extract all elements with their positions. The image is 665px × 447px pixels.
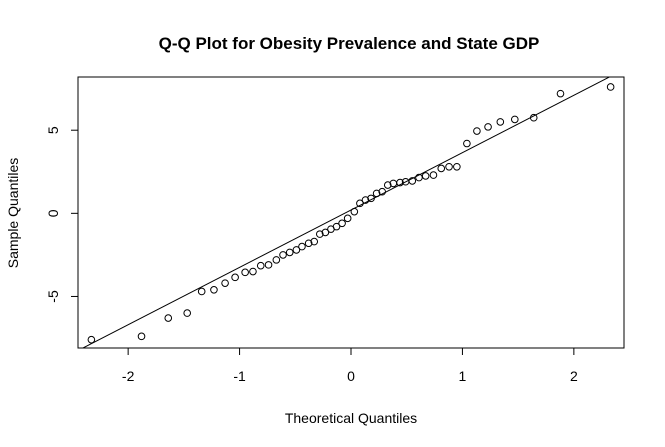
data-point: [298, 242, 306, 251]
x-axis: -2 -1 0 1 2: [122, 348, 578, 384]
y-tick-label: 5: [45, 126, 61, 134]
qq-reference-line: [81, 77, 611, 348]
data-point: [285, 248, 294, 257]
data-point: [316, 230, 324, 238]
x-tick-label: -2: [122, 368, 135, 384]
data-point: [249, 267, 257, 276]
data-point: [164, 314, 173, 322]
data-point: [272, 256, 281, 264]
data-point: [473, 127, 481, 135]
data-point: [511, 115, 519, 124]
data-point: [310, 237, 319, 246]
data-point: [221, 279, 229, 287]
data-point: [421, 172, 430, 180]
y-axis-label: Sample Quantiles: [5, 158, 21, 269]
x-tick-label: -1: [233, 368, 246, 384]
data-point: [241, 268, 249, 277]
chart-title: Q-Q Plot for Obesity Prevalence and Stat…: [159, 34, 540, 53]
x-tick-label: 0: [347, 368, 355, 384]
data-point: [332, 222, 341, 231]
data-point: [183, 309, 191, 317]
data-point: [463, 139, 471, 148]
data-point: [279, 251, 287, 259]
x-axis-label: Theoretical Quantiles: [285, 410, 417, 426]
data-point: [496, 118, 505, 126]
data-point: [210, 286, 218, 294]
points-group: [87, 83, 615, 344]
data-point: [256, 261, 265, 270]
data-point: [264, 261, 273, 269]
data-point: [231, 273, 239, 282]
data-point: [408, 177, 417, 185]
data-point: [556, 89, 565, 98]
data-point: [197, 287, 206, 296]
data-point: [321, 228, 330, 237]
data-point: [338, 219, 346, 228]
data-point: [437, 164, 446, 173]
data-point: [137, 332, 146, 341]
data-point: [383, 181, 392, 189]
y-tick-label: 0: [45, 209, 61, 217]
data-point: [445, 162, 453, 171]
x-tick-label: 1: [459, 368, 467, 384]
y-axis: -5 0 5: [45, 126, 78, 303]
data-point: [292, 246, 301, 254]
data-point: [484, 123, 492, 131]
y-tick-label: -5: [45, 290, 61, 303]
data-point: [361, 196, 370, 204]
data-point: [304, 239, 313, 248]
data-point: [606, 83, 615, 91]
data-point: [343, 214, 352, 223]
data-point: [87, 335, 96, 344]
data-point: [429, 171, 438, 179]
x-tick-label: 2: [570, 368, 578, 384]
data-point: [453, 162, 461, 171]
